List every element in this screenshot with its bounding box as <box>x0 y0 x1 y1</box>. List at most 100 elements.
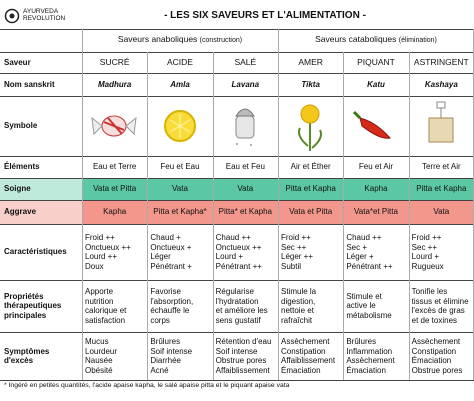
cell-line: Subtil <box>281 261 302 271</box>
cell: Assèchement Constipation Affaiblissement Ém… <box>278 332 343 380</box>
cell-line: Lourd ++ <box>85 252 118 261</box>
col-rule <box>212 52 214 380</box>
cell-text: Pitta et Kapha <box>285 184 336 194</box>
cell-line: Doux <box>85 261 104 271</box>
cell: Eau et Feu <box>213 156 278 178</box>
cell: Froid ++ Onctueux ++ Lourd ++ Doux <box>82 224 147 280</box>
cell-line: l'hydratation <box>215 296 259 306</box>
col-rule <box>278 29 279 380</box>
lemon <box>164 110 196 142</box>
cell-line: calorique et <box>85 306 127 315</box>
cell: Favorise l'absorption, échauffe le corps <box>147 280 212 332</box>
cell-text: Vata <box>172 184 188 194</box>
cell-line: Lourdeur <box>85 346 118 356</box>
cell-line: Tonifie les <box>411 287 448 296</box>
cell-line: nutrition <box>85 296 114 306</box>
col-rule <box>82 29 83 380</box>
cell: ASTRINGENT <box>409 52 474 73</box>
logo: AYURVEDA REVOLUTION <box>4 8 74 24</box>
logo-line: REVOLUTION <box>23 15 66 22</box>
row-label-line: Caractéristiques <box>4 247 67 257</box>
cell-text: Vata et Pitta <box>93 184 137 194</box>
group-note: (construction) <box>199 36 243 44</box>
col-rule <box>343 52 345 380</box>
row-label-line: Soigne <box>4 184 31 194</box>
cell: Brûlures Soif intense Diarrhée Acné <box>147 332 212 380</box>
cell: Feu et Eau <box>147 156 212 178</box>
cell-text: Eau et Terre <box>92 162 137 172</box>
cell-line: Soif intense <box>215 346 258 356</box>
cell-line: tissus et élimine <box>411 296 469 306</box>
candy <box>91 115 137 137</box>
row-rule <box>0 224 474 225</box>
salt-shaker <box>235 108 255 146</box>
cell-line: Sec ++ <box>411 242 438 252</box>
symbols <box>91 101 454 151</box>
cell-text: Amla <box>170 79 190 89</box>
cell-text: Eau et Feu <box>225 162 265 172</box>
row-rule <box>0 96 474 97</box>
cell-line: Léger <box>150 252 171 261</box>
cell-text: SUCRÉ <box>99 56 130 67</box>
cell-text: Katu <box>367 79 385 89</box>
cell-line: Nausée <box>85 356 113 365</box>
group-label: Saveurs anaboliques <box>117 33 198 44</box>
cell: Katu <box>343 73 408 96</box>
cell-line: Stimule et <box>346 291 382 301</box>
cell-line: Chaud ++ <box>346 233 382 242</box>
cell-line: Froid ++ <box>85 233 115 242</box>
cell: AMER <box>278 52 343 73</box>
logo-line: AYURVEDA <box>23 8 59 15</box>
cell: Kapha <box>343 178 409 200</box>
row-rule <box>0 178 474 179</box>
row-rule <box>0 52 474 53</box>
cell-line: Acné <box>150 365 169 375</box>
group-note: (élimination) <box>398 36 437 44</box>
row-label: Symbole <box>0 96 82 156</box>
cell-line: Léger ++ <box>281 252 314 261</box>
cell: Madhura <box>82 73 147 96</box>
cell: Feu et Air <box>343 156 408 178</box>
cell-text: Terre et Air <box>421 162 461 172</box>
group-label: Saveurs cataboliques <box>315 33 397 44</box>
cell-text: Pitta et Kapha <box>416 184 467 194</box>
cell-line: Affaiblissement <box>281 356 336 365</box>
cell-text: Vata et Pitta <box>289 207 333 217</box>
cell-line: l'excès de gras <box>411 306 465 315</box>
group-header: Saveurs anaboliques (construction) <box>82 30 278 50</box>
cell: Apporte nutrition calorique et satisfaction <box>82 280 147 332</box>
cell-text: Vata <box>433 207 450 217</box>
cell-text: SALÉ <box>234 56 257 67</box>
cell-line: Chaud ++ <box>215 233 251 242</box>
cell: Kapha <box>82 200 148 224</box>
col-rule <box>408 52 410 380</box>
cell-line: Soif intense <box>150 346 193 356</box>
cell-text: Pitta* et Kapha <box>218 207 272 217</box>
cell-text: Kapha <box>103 207 127 217</box>
cell-line: Assèchement <box>346 356 395 365</box>
cell-line: Onctueux + <box>150 242 192 252</box>
row-label-line: Symptômes <box>4 346 50 356</box>
cell: Vata <box>408 200 474 224</box>
cell: Chaud + Onctueux + Léger Pénétrant + <box>147 224 212 280</box>
cell: Chaud ++ Sec + Léger + Pénétrant ++ <box>343 224 408 280</box>
cell-line: Assèchement <box>281 337 330 346</box>
cell: Tikta <box>278 73 343 96</box>
cell: Pitta et Kapha <box>278 178 344 200</box>
cell: Brûlures Inflammation Assèchement Émaciatio… <box>343 332 408 380</box>
cell-line: nettoie et <box>281 306 314 315</box>
cell-line: Chaud + <box>150 233 181 242</box>
row-label: Nom sanskrit <box>0 73 82 96</box>
cell-line: Sec ++ <box>281 242 307 252</box>
cell: Air et Éther <box>278 156 343 178</box>
row-label: Soigne <box>0 178 82 200</box>
cell-line: Obstrue pores <box>411 365 463 375</box>
cell-line: et de toxines <box>411 315 458 325</box>
cell-line: Pénétrant ++ <box>215 261 262 271</box>
dandelion <box>298 104 322 151</box>
cell: Pitta et Kapha* <box>147 200 213 224</box>
cell: Pitta* et Kapha <box>212 200 278 224</box>
row-label-line: Symbole <box>4 121 38 131</box>
row-rule <box>0 156 474 157</box>
cell: Régularise l'hydratation et améliore les se… <box>213 280 278 332</box>
